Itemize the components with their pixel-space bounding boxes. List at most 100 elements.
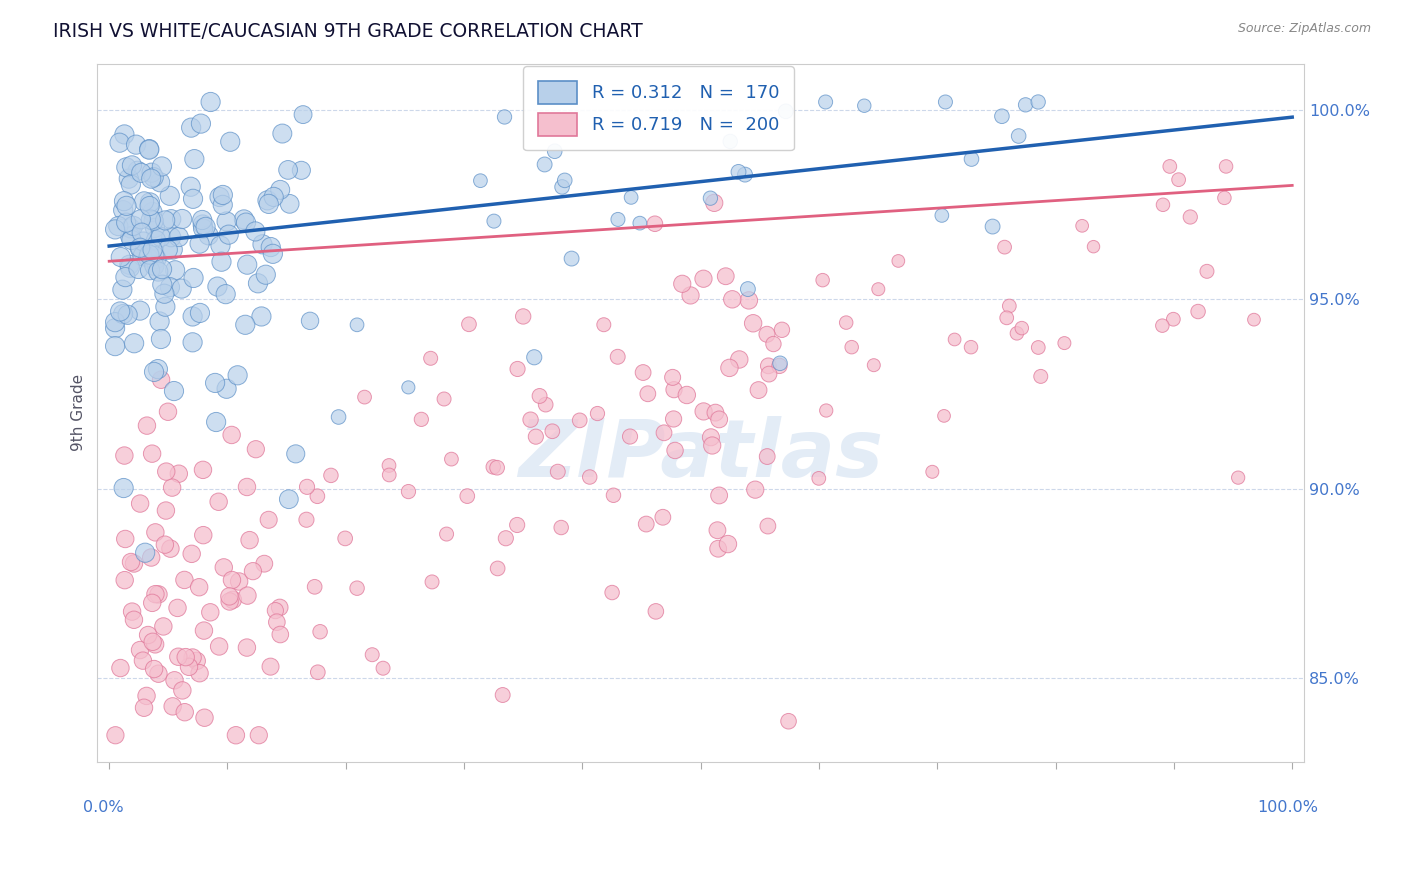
Point [245,224,267,238]
Point [737,282,759,296]
Point [149,314,172,328]
Point [132,654,155,668]
Point [188,306,211,320]
Point [104,728,127,742]
Point [309,624,332,639]
Point [631,366,654,380]
Point [136,251,159,265]
Point [208,495,231,509]
Point [115,216,138,230]
Point [702,438,724,452]
Point [1180,210,1202,224]
Point [242,564,264,578]
Point [458,318,481,332]
Point [121,233,143,247]
Point [160,212,183,227]
Point [290,163,312,178]
Point [118,260,141,275]
Point [550,520,572,534]
Point [644,217,666,231]
Point [112,449,135,463]
Point [204,376,226,390]
Point [129,497,152,511]
Point [236,640,259,655]
Point [232,212,254,227]
Point [586,407,609,421]
Point [257,197,280,211]
Point [755,327,778,342]
Point [662,412,685,426]
Point [396,380,419,394]
Point [333,532,356,546]
Point [651,510,673,524]
Point [139,212,162,227]
Point [145,525,167,540]
Point [233,318,256,332]
Point [692,404,714,418]
Point [346,581,368,595]
Point [208,190,231,204]
Point [135,689,157,703]
Point [250,310,273,324]
Point [132,700,155,714]
Point [145,587,167,601]
Point [277,162,299,177]
Point [149,332,172,346]
Point [236,589,259,603]
Point [148,666,170,681]
Point [1152,198,1174,212]
Point [523,351,546,365]
Point [211,188,233,202]
Point [108,136,131,150]
Point [218,227,240,242]
Point [775,104,797,119]
Point [419,351,441,366]
Point [132,194,155,209]
Point [568,413,591,427]
Point [174,650,197,665]
Point [700,430,723,444]
Point [143,220,166,235]
Point [269,183,291,197]
Point [931,209,953,223]
Point [141,550,163,565]
Point [150,277,173,292]
Point [1195,264,1218,278]
Point [120,221,142,235]
Point [122,557,145,571]
Point [1007,128,1029,143]
Point [127,262,149,277]
Point [1187,304,1209,318]
Point [259,659,281,673]
Point [692,271,714,285]
Point [1029,369,1052,384]
Point [606,350,628,364]
Point [186,654,208,668]
Point [247,728,270,742]
Point [960,152,983,166]
Point [544,145,567,159]
Text: Source: ZipAtlas.com: Source: ZipAtlas.com [1237,22,1371,36]
Point [868,282,890,296]
Point [554,173,576,187]
Point [142,170,165,185]
Point [371,661,394,675]
Point [222,592,245,607]
Point [239,533,262,548]
Point [134,546,156,560]
Point [156,405,179,419]
Point [112,128,135,142]
Point [188,580,211,594]
Point [165,263,187,277]
Point [707,541,730,556]
Point [519,412,541,426]
Point [1026,95,1049,109]
Point [110,661,132,675]
Point [114,532,136,546]
Point [704,406,727,420]
Point [139,263,162,277]
Point [482,214,505,228]
Point [1227,470,1250,484]
Point [149,175,172,189]
Point [284,447,307,461]
